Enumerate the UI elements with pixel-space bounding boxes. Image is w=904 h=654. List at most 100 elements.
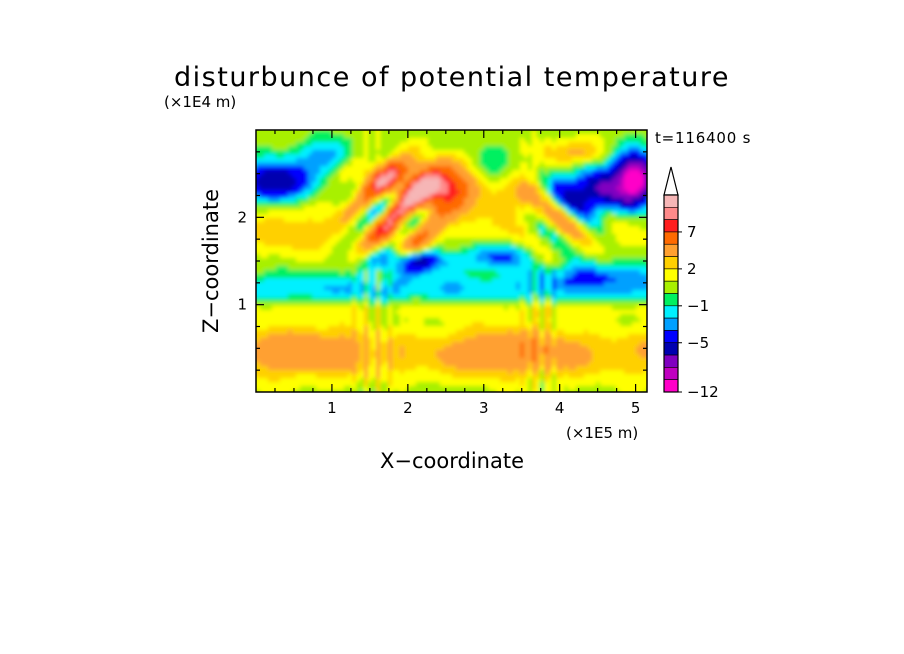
heatmap-cell [368,182,373,187]
heatmap-cell [340,158,345,163]
heatmap-cell [616,270,621,275]
heatmap-cell [404,158,409,163]
heatmap-cell [544,174,549,179]
heatmap-cell [276,302,281,307]
heatmap-cell [308,314,313,319]
heatmap-cell [568,282,573,287]
heatmap-cell [376,166,381,171]
heatmap-cell [564,258,569,263]
heatmap-cell [300,310,305,315]
heatmap-cell [388,174,393,179]
heatmap-cell [404,286,409,291]
heatmap-cell [276,314,281,319]
heatmap-cell [336,310,341,315]
heatmap-cell [328,214,333,219]
heatmap-cell [416,170,421,175]
heatmap-cell [388,254,393,259]
heatmap-cell [504,254,509,259]
heatmap-cell [388,250,393,255]
heatmap-cell [308,310,313,315]
heatmap-cell [516,318,521,323]
heatmap-cell [424,206,429,211]
heatmap-cell [572,306,577,311]
heatmap-cell [608,266,613,271]
heatmap-cell [288,230,293,235]
heatmap-cell [332,270,337,275]
heatmap-cell [528,162,533,167]
heatmap-cell [536,202,541,207]
heatmap-cell [552,290,557,295]
heatmap-cell [540,142,545,147]
heatmap-cell [340,274,345,279]
heatmap-cell [636,226,641,231]
heatmap-cell [640,246,645,251]
heatmap-cell [376,230,381,235]
heatmap-cell [616,274,621,279]
heatmap-cell [568,202,573,207]
heatmap-cell [324,270,329,275]
heatmap-cell [604,174,609,179]
heatmap-cell [480,202,485,207]
heatmap-cell [292,222,297,227]
heatmap-cell [268,210,273,215]
heatmap-cell [308,182,313,187]
heatmap-cell [472,222,477,227]
heatmap-cell [452,174,457,179]
heatmap-cell [348,166,353,171]
heatmap-cell [312,258,317,263]
heatmap-cell [320,214,325,219]
heatmap-cell [376,218,381,223]
heatmap-cell [436,170,441,175]
heatmap-cell [596,222,601,227]
heatmap-cell [512,318,517,323]
heatmap-cell [572,206,577,211]
heatmap-cell [316,130,321,135]
heatmap-cell [612,278,617,283]
heatmap-cell [592,194,597,199]
heatmap-cell [292,294,297,299]
heatmap-cell [488,314,493,319]
heatmap-cell [380,170,385,175]
heatmap-cell [636,178,641,183]
heatmap-cell [476,306,481,311]
heatmap-cell [552,262,557,267]
heatmap-cell [388,282,393,287]
heatmap-cell [592,154,597,159]
heatmap-cell [256,262,261,267]
heatmap-cell [480,174,485,179]
heatmap-cell [312,158,317,163]
heatmap-cell [648,234,653,239]
heatmap-cell [416,202,421,207]
heatmap-cell [308,146,313,151]
heatmap-cell [420,142,425,147]
heatmap-cell [612,226,617,231]
heatmap-cell [556,202,561,207]
heatmap-cell [572,194,577,199]
heatmap-cell [388,306,393,311]
heatmap-cell [576,150,581,155]
heatmap-cell [504,290,509,295]
heatmap-cell [304,198,309,203]
heatmap-cell [624,270,629,275]
heatmap-cell [564,306,569,311]
heatmap-cell [604,134,609,139]
heatmap-cell [504,162,509,167]
heatmap-cell [628,190,633,195]
heatmap-cell [444,206,449,211]
heatmap-cell [580,198,585,203]
heatmap-cell [412,246,417,251]
heatmap-cell [584,198,589,203]
heatmap-cell [392,178,397,183]
heatmap-cell [456,282,461,287]
heatmap-cell [272,162,277,167]
heatmap-cell [404,302,409,307]
heatmap-cell [420,218,425,223]
heatmap-cell [576,314,581,319]
heatmap-cell [452,170,457,175]
heatmap-cell [636,142,641,147]
heatmap-cell [260,150,265,155]
heatmap-cell [440,294,445,299]
heatmap-cell [296,306,301,311]
heatmap-cell [288,270,293,275]
heatmap-cell [628,258,633,263]
